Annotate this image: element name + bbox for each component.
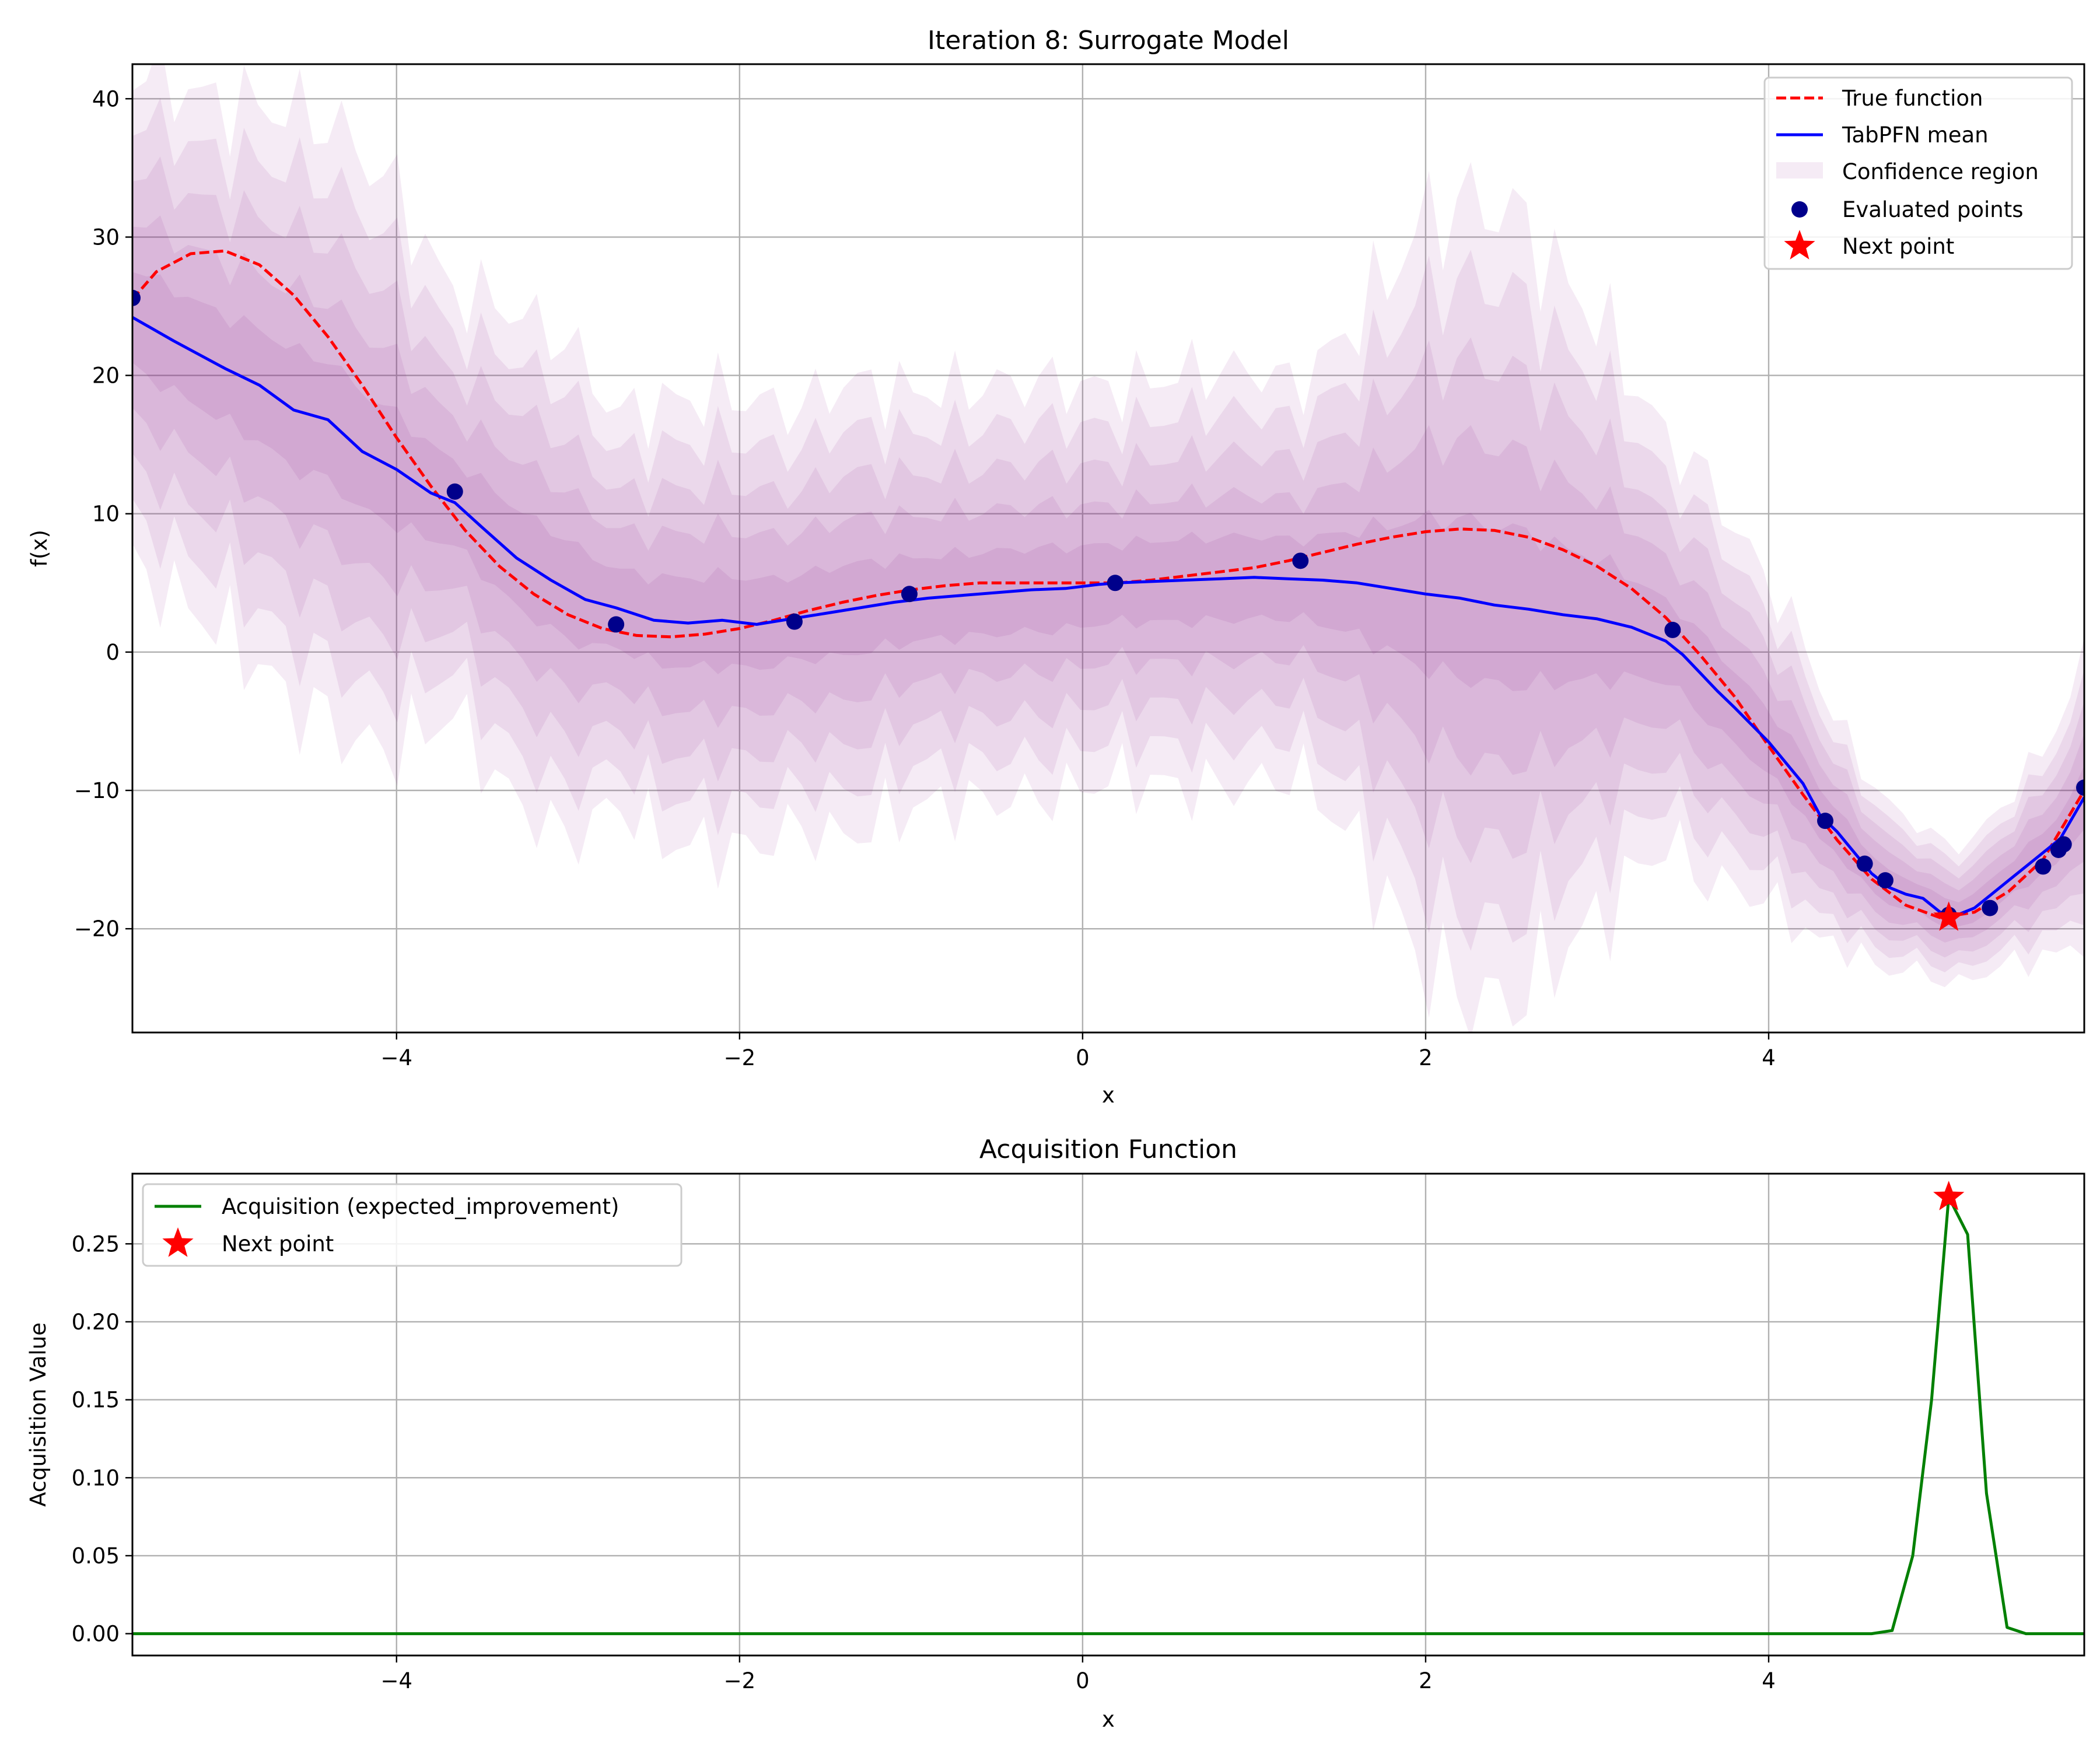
confidence-band-5sigma: [132, 64, 2084, 1032]
surrogate-x-tick-label: −4: [381, 1045, 413, 1070]
surrogate-grid: [132, 64, 2084, 1032]
surrogate-panel: Iteration 8: Surrogate Model −4 −2 0 2 4 −20…: [27, 26, 2085, 1108]
evaluated-point: [1856, 855, 1873, 872]
legend-true-function-label: True function: [1842, 86, 1983, 111]
surrogate-y-tick-label: 30: [92, 225, 120, 250]
legend-confidence-swatch: [1776, 162, 1823, 178]
surrogate-title: Iteration 8: Surrogate Model: [928, 26, 1289, 55]
next-point-star: [1933, 901, 1965, 931]
evaluated-point: [1877, 872, 1894, 889]
evaluated-point: [901, 586, 918, 603]
acquisition-y-ticks: 0.00 0.05 0.10 0.15 0.20 0.25: [72, 1231, 132, 1647]
acquisition-legend: Acquisition (expected_improvement) Next …: [142, 1183, 682, 1267]
evaluated-point: [2035, 858, 2052, 875]
legend-mean-label: TabPFN mean: [1842, 123, 1989, 148]
legend-next-point-swatch: [1784, 230, 1815, 260]
evaluated-point: [2076, 779, 2084, 796]
legend-evaluated-label: Evaluated points: [1842, 197, 2024, 222]
acquisition-y-tick-label: 0.20: [72, 1310, 120, 1335]
acquisition-title: Acquisition Function: [979, 1135, 1237, 1164]
surrogate-legend-box: [1763, 76, 2073, 270]
evaluated-point: [786, 613, 803, 630]
legend-acquisition-label: Acquisition (expected_improvement): [222, 1194, 619, 1219]
acquisition-y-tick-label: 0.15: [72, 1388, 120, 1413]
evaluated-point: [1982, 900, 1999, 916]
surrogate-y-tick-label: 0: [106, 640, 120, 665]
surrogate-x-tick-label: −2: [724, 1045, 756, 1070]
surrogate-x-tick-label: 0: [1076, 1045, 1090, 1070]
evaluated-point: [132, 289, 141, 306]
surrogate-x-tick-label: 2: [1419, 1045, 1433, 1070]
evaluated-point: [1107, 575, 1124, 592]
acquisition-axes-frame: [131, 1172, 2085, 1657]
acquisition-y-tick-label: 0.10: [72, 1465, 120, 1490]
confidence-band-4sigma: [132, 97, 2084, 972]
legend-acq-next-point-swatch: [162, 1227, 194, 1257]
acquisition-y-label: Acquisition Value: [26, 1322, 51, 1507]
surrogate-y-ticks: −20 −10 0 10 20 30 40: [74, 86, 132, 942]
acquisition-x-tick-label: −4: [381, 1668, 413, 1693]
acquisition-y-tick-label: 0.00: [72, 1622, 120, 1647]
acquisition-x-tick-label: 2: [1419, 1668, 1433, 1693]
surrogate-legend: True function TabPFN mean Confidence reg…: [1763, 76, 2073, 270]
legend-next-point-label: Next point: [1842, 234, 1954, 259]
legend-acq-next-point-label: Next point: [222, 1231, 334, 1256]
acquisition-next-point-marker: [1933, 1181, 1965, 1210]
evaluated-point: [446, 483, 463, 500]
surrogate-y-label: f(x): [27, 530, 52, 567]
surrogate-x-tick-label: 4: [1762, 1045, 1776, 1070]
surrogate-y-tick-label: 10: [92, 502, 120, 527]
acquisition-x-label: x: [1102, 1707, 1115, 1732]
legend-confidence-label: Confidence region: [1842, 159, 2039, 184]
surrogate-y-tick-label: 40: [92, 86, 120, 111]
acquisition-panel: Acquisition Function −4 −2 0 2 4 0.00 0.05 0.1…: [26, 1135, 2085, 1732]
acquisition-next-point-star: [1933, 1181, 1965, 1210]
evaluated-point: [2055, 836, 2072, 853]
surrogate-x-label: x: [1102, 1083, 1115, 1108]
evaluated-point: [1664, 621, 1681, 638]
acquisition-y-tick-label: 0.25: [72, 1231, 120, 1256]
evaluated-point: [608, 616, 625, 633]
evaluated-point: [1817, 813, 1834, 830]
next-point-marker: [1933, 901, 1965, 931]
surrogate-y-tick-label: 20: [92, 363, 120, 388]
acquisition-y-tick-label: 0.05: [72, 1544, 120, 1569]
legend-evaluated-swatch: [1791, 201, 1808, 218]
acquisition-x-ticks: −4 −2 0 2 4: [381, 1656, 1776, 1693]
true-function-line: [132, 249, 2084, 919]
surrogate-y-tick-label: −20: [74, 916, 120, 942]
confidence-band-3sigma: [132, 156, 2084, 958]
acquisition-x-tick-label: −2: [724, 1668, 756, 1693]
acquisition-legend-box: [142, 1183, 682, 1267]
confidence-band-1sigma: [132, 272, 2084, 928]
evaluated-point: [1292, 552, 1309, 569]
evaluated-points: [132, 289, 2084, 923]
surrogate-x-ticks: −4 −2 0 2 4: [381, 1032, 1776, 1070]
acquisition-x-tick-label: 4: [1762, 1668, 1776, 1693]
acquisition-x-tick-label: 0: [1076, 1668, 1090, 1693]
surrogate-y-tick-label: −10: [74, 778, 120, 803]
surrogate-axes-frame: [131, 63, 2085, 1034]
